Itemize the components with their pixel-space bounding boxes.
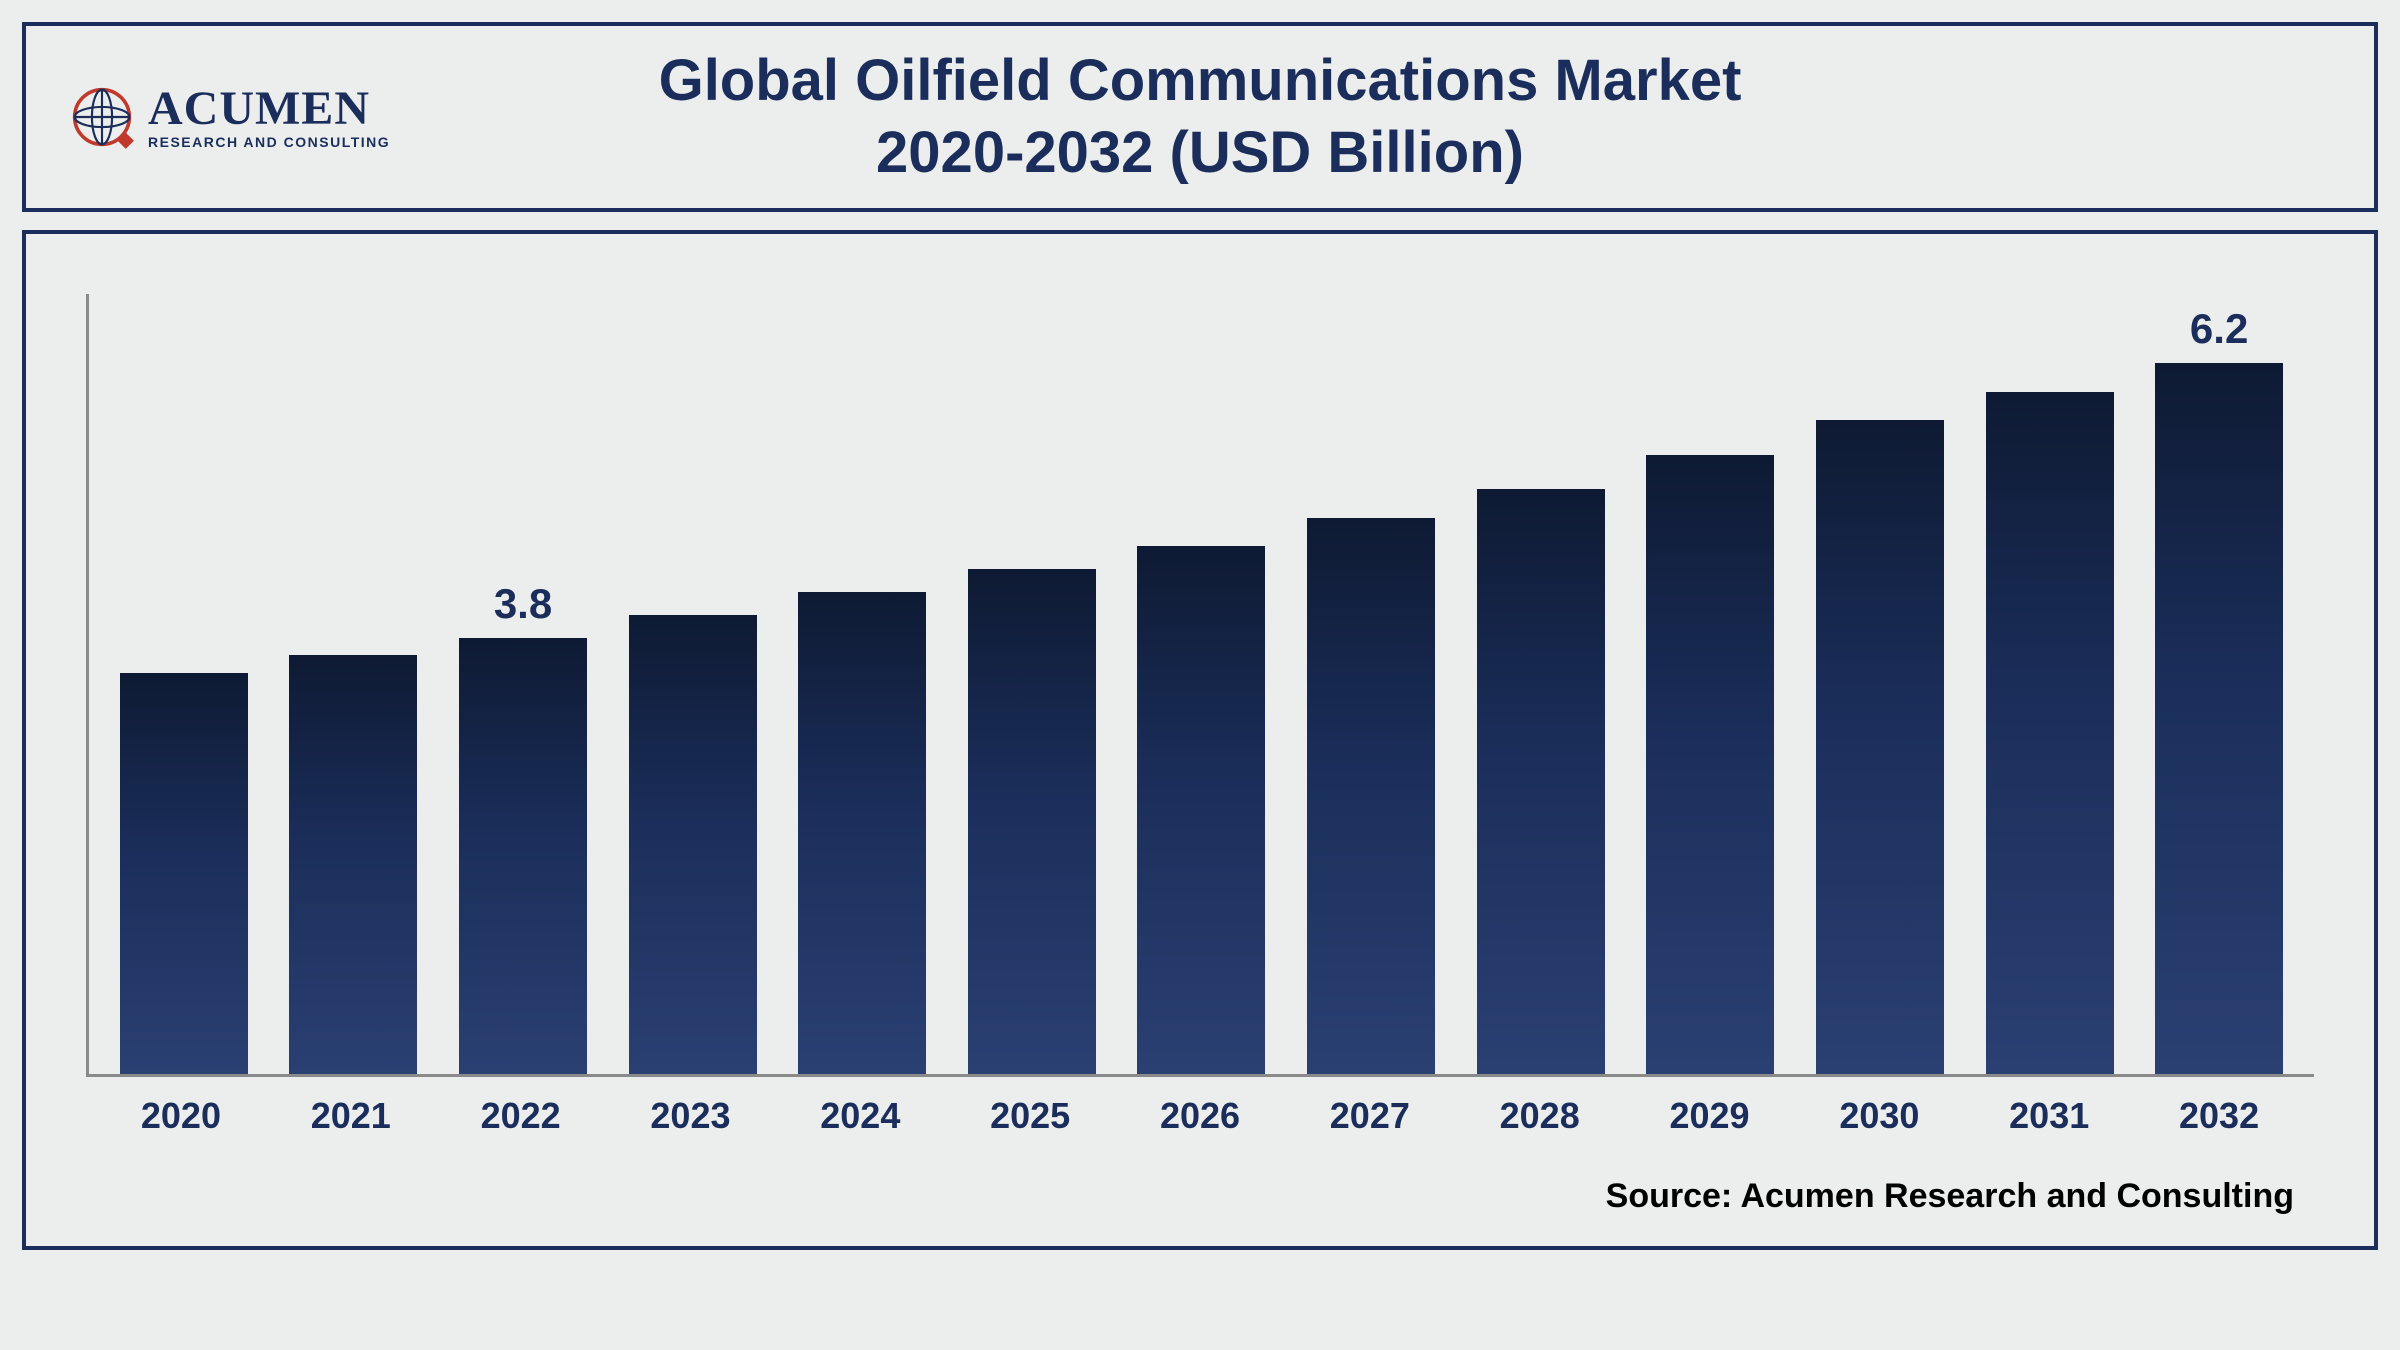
bar-value-label: 3.8 bbox=[494, 578, 552, 628]
logo-tagline: RESEARCH AND CONSULTING bbox=[148, 135, 390, 149]
globe-icon bbox=[66, 81, 138, 153]
x-axis-label: 2032 bbox=[2134, 1095, 2304, 1137]
bar-column bbox=[1795, 294, 1965, 1074]
header-panel: ACUMEN RESEARCH AND CONSULTING Global Oi… bbox=[22, 22, 2378, 212]
bar-column bbox=[1286, 294, 1456, 1074]
x-axis-label: 2029 bbox=[1625, 1095, 1795, 1137]
x-axis-label: 2030 bbox=[1794, 1095, 1964, 1137]
logo-text-block: ACUMEN RESEARCH AND CONSULTING bbox=[148, 85, 390, 149]
chart-panel: 3.86.2 202020212022202320242025202620272… bbox=[22, 230, 2378, 1250]
x-axis-label: 2025 bbox=[945, 1095, 1115, 1137]
bar-column: 3.8 bbox=[438, 294, 608, 1074]
bar bbox=[289, 655, 417, 1074]
bar-value-label: 6.2 bbox=[2190, 303, 2248, 353]
source-attribution: Source: Acumen Research and Consulting bbox=[86, 1177, 2314, 1216]
bar bbox=[1646, 455, 1774, 1074]
bar-column bbox=[1965, 294, 2135, 1074]
bar bbox=[1986, 392, 2114, 1075]
bar-column: 6.2 bbox=[2134, 294, 2304, 1074]
bar-column bbox=[1456, 294, 1626, 1074]
x-axis-label: 2026 bbox=[1115, 1095, 1285, 1137]
x-axis-label: 2028 bbox=[1455, 1095, 1625, 1137]
x-axis-label: 2031 bbox=[1964, 1095, 2134, 1137]
bar-column bbox=[99, 294, 269, 1074]
bars-row: 3.8 6.2 bbox=[89, 294, 2314, 1074]
bar bbox=[120, 673, 248, 1074]
bar-column bbox=[1117, 294, 1287, 1074]
x-axis-labels: 2020202120222023202420252026202720282029… bbox=[86, 1077, 2314, 1137]
x-axis-label: 2023 bbox=[606, 1095, 776, 1137]
x-axis-label: 2020 bbox=[96, 1095, 266, 1137]
bar bbox=[798, 592, 926, 1074]
x-axis-label: 2022 bbox=[436, 1095, 606, 1137]
logo-brand-name: ACUMEN bbox=[148, 85, 390, 133]
brand-logo: ACUMEN RESEARCH AND CONSULTING bbox=[66, 81, 390, 153]
bar-column bbox=[947, 294, 1117, 1074]
bar bbox=[459, 638, 587, 1074]
bar bbox=[1137, 546, 1265, 1074]
bar bbox=[1816, 420, 1944, 1074]
bar-column bbox=[777, 294, 947, 1074]
bar bbox=[629, 615, 757, 1074]
plot-area: 3.86.2 202020212022202320242025202620272… bbox=[86, 294, 2314, 1137]
x-axis-label: 2027 bbox=[1285, 1095, 1455, 1137]
bar bbox=[2155, 363, 2283, 1074]
bar bbox=[1477, 489, 1605, 1074]
bar-column bbox=[269, 294, 439, 1074]
bar bbox=[968, 569, 1096, 1074]
bars-region: 3.8 6.2 bbox=[86, 294, 2314, 1077]
bar bbox=[1307, 518, 1435, 1074]
bar-column bbox=[608, 294, 778, 1074]
bar-column bbox=[1625, 294, 1795, 1074]
x-axis-label: 2021 bbox=[266, 1095, 436, 1137]
x-axis-label: 2024 bbox=[775, 1095, 945, 1137]
